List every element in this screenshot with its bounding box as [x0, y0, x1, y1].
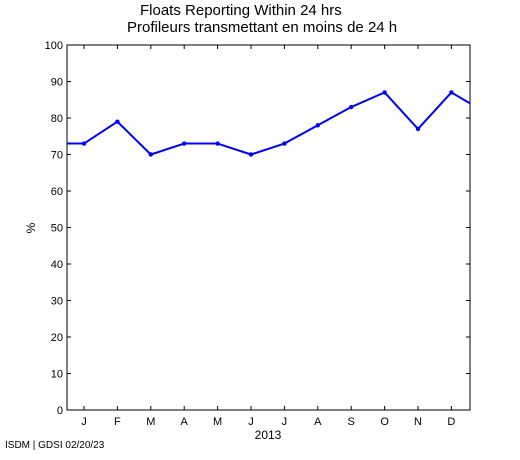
footer-credit: ISDM | GDSI 02/20/23: [5, 440, 105, 451]
x-tick-label: J: [282, 416, 288, 428]
data-point: [81, 141, 87, 146]
x-tick-label: M: [146, 416, 155, 428]
y-tick-label: 70: [51, 150, 63, 162]
plot-area: [66, 44, 471, 411]
x-tick-label: N: [414, 416, 422, 428]
data-point: [248, 152, 254, 157]
chart-subtitle: Profileurs transmettant en moins de 24 h: [127, 19, 398, 36]
data-point: [449, 90, 454, 95]
x-axis-label: 2013: [255, 428, 282, 442]
x-tick-label: F: [114, 416, 121, 428]
y-axis-label: %: [24, 222, 38, 233]
y-tick-label: 30: [51, 296, 63, 308]
x-tick-label: D: [447, 416, 455, 428]
data-point: [215, 141, 220, 146]
x-tick-label: A: [314, 416, 322, 428]
x-tick-label: S: [348, 416, 355, 428]
x-tick-label: A: [181, 416, 189, 428]
y-tick-label: 80: [51, 113, 63, 125]
x-tick-label: M: [213, 416, 222, 428]
y-tick-label: 90: [51, 77, 63, 89]
data-point: [182, 141, 187, 146]
y-tick-label: 40: [51, 259, 63, 271]
y-tick-label: 100: [45, 40, 63, 52]
x-tick-label: O: [380, 416, 389, 428]
y-tick-label: 50: [51, 223, 63, 235]
series-line: [67, 91, 471, 156]
y-tick-label: 60: [51, 186, 63, 198]
data-point: [148, 152, 153, 157]
y-tick-label: 0: [57, 405, 63, 417]
data-point: [315, 123, 320, 128]
y-tick-label: 20: [51, 332, 63, 344]
y-tick-label: 10: [51, 369, 63, 381]
chart-title: Floats Reporting Within 24 hrs: [140, 2, 342, 19]
x-tick-label: J: [248, 416, 254, 428]
data-point: [282, 141, 287, 146]
x-tick-label: J: [81, 416, 87, 428]
data-point: [349, 104, 354, 110]
data-point: [382, 90, 387, 95]
data-point: [115, 119, 120, 124]
data-point: [415, 126, 421, 132]
